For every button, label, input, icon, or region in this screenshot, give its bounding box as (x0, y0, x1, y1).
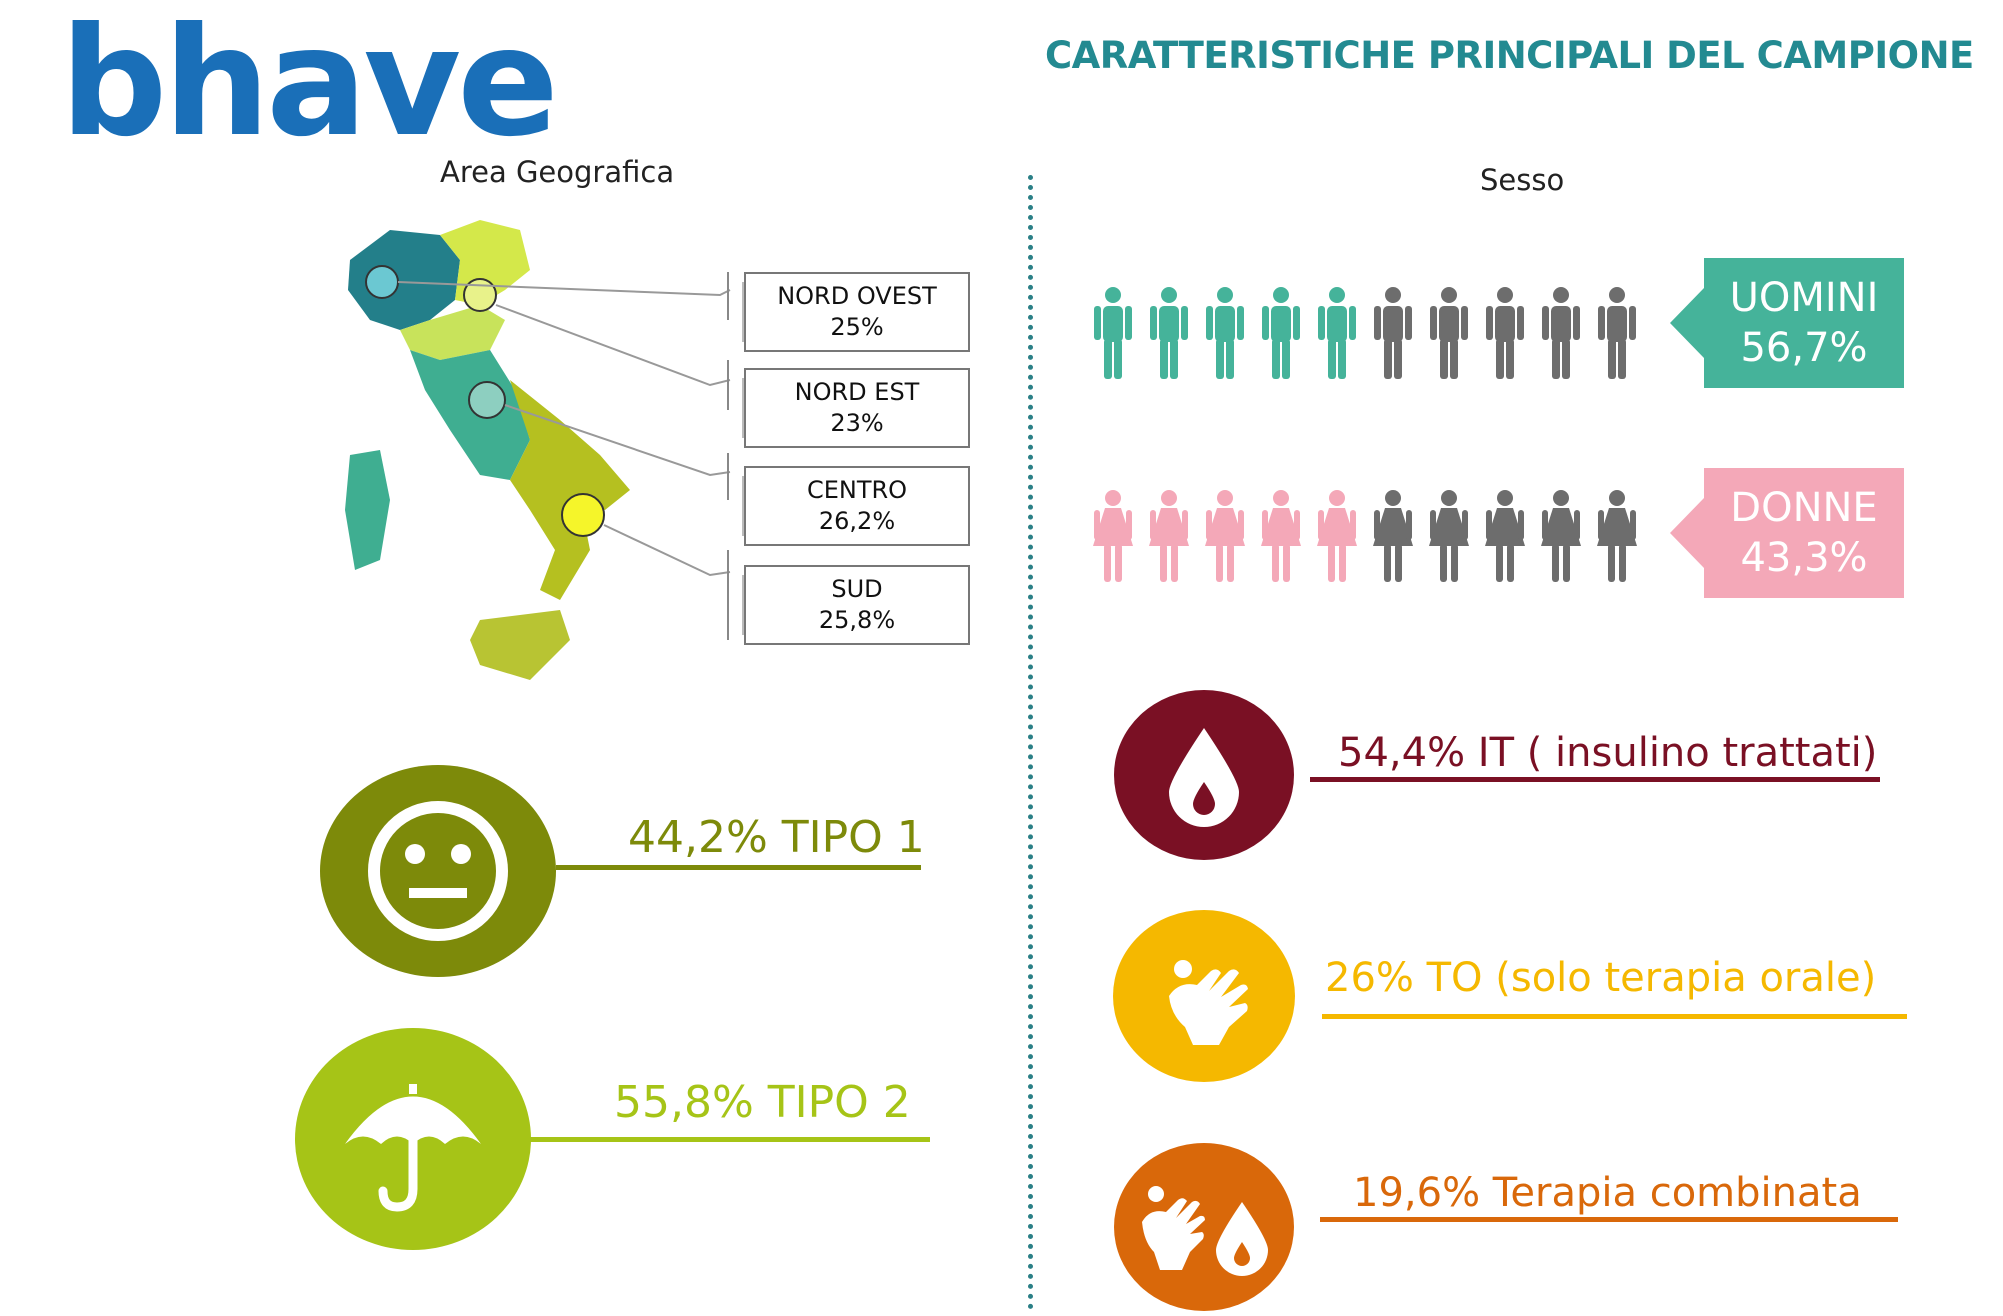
man-icon (1206, 287, 1244, 379)
man-icon (1374, 287, 1412, 379)
woman-icon (1541, 490, 1581, 582)
drop-icon (1169, 728, 1239, 827)
man-icon (1542, 287, 1580, 379)
women-badge: DONNE 43,3% (1670, 468, 1904, 598)
map-region-emilia (400, 305, 505, 360)
map-region-sardegna (345, 450, 390, 570)
combined-circle (1114, 1143, 1294, 1311)
combined-line (1320, 1217, 1898, 1222)
woman-icon (1373, 490, 1413, 582)
region-value: 26,2% (818, 507, 896, 535)
map-region-sud (510, 380, 630, 600)
men-badge: UOMINI 56,7% (1670, 258, 1904, 388)
woman-icon (1597, 490, 1637, 582)
man-icon (1318, 287, 1356, 379)
map-region-sicilia (470, 610, 570, 680)
woman-icon (1149, 490, 1189, 582)
woman-icon (1429, 490, 1469, 582)
marker-sud (561, 493, 605, 537)
region-name: NORD EST (794, 377, 920, 406)
type2-circle (295, 1028, 531, 1250)
region-box-centro: CENTRO 26,2% (744, 466, 970, 546)
region-box-nord-est: NORD EST 23% (744, 368, 970, 448)
woman-icon (1317, 490, 1357, 582)
man-icon (1430, 287, 1468, 379)
neutral-face-icon (368, 801, 508, 941)
men-value: 56,7% (1740, 325, 1868, 371)
marker-nord-est (463, 278, 497, 312)
marker-nord-ovest (365, 265, 399, 299)
geo-heading: Area Geografica (440, 155, 675, 189)
region-name: CENTRO (806, 475, 908, 504)
map-region-nord-ovest (348, 230, 460, 330)
women-label: DONNE (1730, 485, 1878, 531)
hand-pill-icon (1169, 960, 1248, 1045)
men-pictogram-row (1094, 287, 1636, 379)
type2-text: 55,8% TIPO 2 (614, 1077, 911, 1128)
women-pictogram-row (1093, 490, 1637, 582)
insulin-line (1310, 777, 1880, 782)
region-value: 23% (830, 409, 884, 437)
region-value: 25% (830, 313, 884, 341)
map-region-centro (410, 350, 530, 480)
italy-map (345, 220, 731, 680)
page-title: CARATTERISTICHE PRINCIPALI DEL CAMPIONE (1045, 34, 1974, 77)
region-value: 25,8% (818, 606, 896, 634)
type2-line (530, 1137, 930, 1142)
umbrella-icon (345, 1084, 481, 1212)
woman-icon (1205, 490, 1245, 582)
region-box-sud: SUD 25,8% (744, 565, 970, 645)
bhave-logo: bhave (60, 0, 559, 170)
man-icon (1262, 287, 1300, 379)
combined-text: 19,6% Terapia combinata (1353, 1170, 1862, 1216)
oral-text: 26% TO (solo terapia orale) (1325, 955, 1877, 1001)
oral-circle (1113, 910, 1295, 1082)
type1-text: 44,2% TIPO 1 (628, 812, 925, 863)
region-name: SUD (831, 574, 883, 603)
man-icon (1598, 287, 1636, 379)
woman-icon (1093, 490, 1133, 582)
men-label: UOMINI (1729, 275, 1879, 321)
marker-centro (468, 381, 506, 419)
insulin-text: 54,4% IT ( insulino trattati) (1338, 730, 1878, 776)
region-box-nord-ovest: NORD OVEST 25% (744, 272, 970, 352)
woman-icon (1485, 490, 1525, 582)
type1-line (556, 865, 921, 870)
oral-line (1322, 1014, 1907, 1019)
insulin-circle (1114, 690, 1294, 860)
woman-icon (1261, 490, 1301, 582)
man-icon (1486, 287, 1524, 379)
hand-drop-icon (1142, 1186, 1268, 1276)
man-icon (1150, 287, 1188, 379)
section-divider (1028, 175, 1033, 1310)
sex-heading: Sesso (1480, 163, 1565, 197)
man-icon (1094, 287, 1132, 379)
women-value: 43,3% (1740, 535, 1868, 581)
type1-circle (320, 765, 556, 977)
region-name: NORD OVEST (777, 281, 937, 310)
